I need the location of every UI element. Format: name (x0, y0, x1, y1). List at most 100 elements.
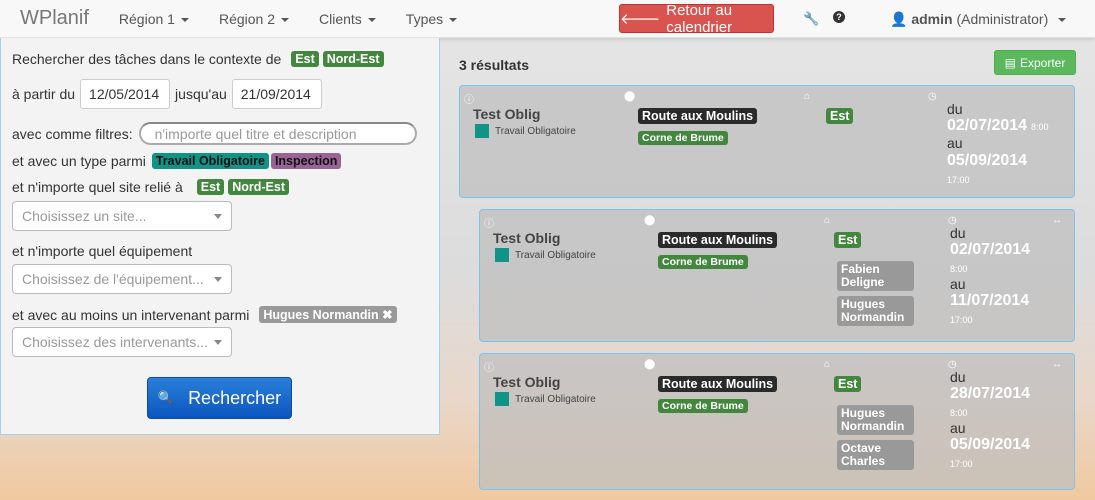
location-tag: Route aux Moulins (658, 232, 778, 248)
task-title[interactable]: Test Oblig (493, 374, 561, 390)
menu-types[interactable]: Types (405, 10, 458, 27)
resize-icon[interactable]: ↔ (1052, 359, 1062, 370)
type-label: et avec un type parmi (12, 153, 146, 169)
site-placeholder: Choisissez un site... (22, 208, 147, 224)
end-time: 17:00 (947, 174, 970, 185)
from-word: du (947, 101, 963, 117)
resize-icon[interactable]: ↔ (1052, 215, 1062, 226)
site-select[interactable]: Choisissez un site... (12, 201, 232, 231)
home-icon: ⌂ (824, 359, 831, 370)
worker-select[interactable]: Choisissez des intervenants... (12, 327, 232, 357)
menu-label: Types (405, 10, 444, 27)
remove-icon[interactable]: ✖ (382, 308, 393, 322)
worker-tag: Fabien Deligne (837, 261, 914, 291)
arrow-left-icon: 🡐 (620, 11, 661, 28)
search-panel: Rechercher des tâches dans le contexte d… (0, 38, 440, 435)
from-word: du (950, 225, 966, 241)
region-tag: Est (826, 108, 854, 124)
context-tag: Nord-Est (322, 51, 384, 67)
menu-region-2[interactable]: Région 2 (219, 11, 289, 27)
menu-clients[interactable]: Clients (319, 11, 376, 27)
end-time: 17:00 (950, 315, 973, 326)
start-time: 8:00 (1030, 122, 1049, 133)
location-tag: Route aux Moulins (638, 108, 758, 124)
site-tag: Nord-Est (228, 179, 289, 195)
to-date-input[interactable]: 21/09/2014 (231, 79, 322, 109)
user-icon: 👤 (890, 11, 908, 27)
context-tag: Est (291, 51, 319, 67)
site-tag: Corne de Brume (658, 255, 748, 269)
site-label: et n'importe quel site relié à (12, 179, 183, 195)
to-word: au (950, 275, 966, 292)
help-icon[interactable]: ? (833, 11, 845, 23)
start-time: 8:00 (950, 264, 968, 275)
task-title[interactable]: Test Oblig (493, 230, 561, 246)
brand[interactable]: WPlanif (20, 7, 89, 29)
start-date: 28/07/2014 (950, 385, 1031, 403)
from-word: du (950, 369, 966, 385)
back-to-calendar-button[interactable]: 🡐 Retour au calendrier (619, 2, 774, 36)
search-button[interactable]: 🔍 Rechercher (147, 377, 292, 419)
map-marker-icon: ⬤ (644, 215, 656, 226)
site-tag: Corne de Brume (638, 131, 728, 145)
site-tag: Corne de Brume (658, 399, 748, 413)
export-button[interactable]: ▤ Exporter (994, 50, 1076, 75)
filter-label: avec comme filtres: (12, 125, 133, 142)
date-range: du 28/07/2014 8:00 au 05/09/2014 17:00 (950, 369, 1030, 470)
end-date: 05/09/2014 (947, 151, 1028, 169)
menu-region-1[interactable]: Région 1 (119, 11, 189, 27)
type-color-swatch (495, 392, 509, 406)
start-date: 02/07/2014 (947, 117, 1028, 135)
location-tag: Route aux Moulins (658, 376, 778, 392)
map-marker-icon: ⬤ (644, 359, 656, 370)
worker-label: et avec au moins un intervenant parmi (12, 306, 250, 323)
button-label: Rechercher (188, 387, 282, 408)
user-role: (Administrator) (956, 11, 1049, 27)
table-icon: ▤ (1004, 55, 1016, 70)
caret-down-icon (367, 17, 376, 22)
from-date-input[interactable]: 12/05/2014 (80, 79, 171, 109)
task-type: Travail Obligatoire (475, 124, 576, 138)
end-date: 05/09/2014 (950, 435, 1031, 453)
result-card[interactable]: ⓘ ⬤ ⌂ ◷ ↔ Test Oblig Travail Obligatoire… (479, 209, 1075, 342)
clock-icon: ◷ (928, 91, 937, 102)
map-marker-icon: ⬤ (624, 91, 636, 102)
home-icon: ⌂ (804, 91, 811, 102)
worker-tag: Octave Charles (837, 440, 914, 470)
wrench-icon[interactable]: 🔧 (803, 11, 820, 26)
context-label: Rechercher des tâches dans le contexte d… (12, 51, 282, 67)
filter-input[interactable]: n'importe quel titre et description (138, 122, 417, 145)
worker-tag: Hugues Normandin (837, 405, 914, 435)
task-type: Travail Obligatoire (495, 392, 596, 406)
type-label: Travail Obligatoire (495, 125, 576, 137)
clock-icon: ◷ (948, 359, 957, 370)
equipment-select[interactable]: Choisissez de l'équipement... (12, 264, 232, 294)
worker-name: Hugues Normandin (263, 308, 379, 322)
date-range: du 02/07/2014 8:00 au 11/07/2014 17:00 (950, 225, 1030, 326)
end-time: 17:00 (950, 459, 973, 470)
region-tag: Est (834, 376, 862, 392)
caret-down-icon (214, 213, 222, 219)
start-time: 8:00 (950, 408, 968, 419)
task-title[interactable]: Test Oblig (473, 106, 541, 122)
to-label: jusqu'au (175, 86, 227, 102)
clock-icon: ◷ (948, 215, 957, 226)
equipment-label: et n'importe quel équipement (12, 243, 193, 259)
type-label: Travail Obligatoire (515, 249, 596, 261)
result-count: 3 résultats (459, 57, 530, 73)
search-icon: 🔍 (157, 390, 175, 405)
type-tag: Inspection (270, 153, 342, 169)
user-menu[interactable]: 👤 admin (Administrator) (890, 11, 1067, 28)
menu-label: Région 1 (118, 10, 175, 27)
result-card[interactable]: ⓘ ⬤ ⌂ ◷ Test Oblig Travail Obligatoire R… (459, 85, 1075, 198)
caret-down-icon (214, 339, 222, 345)
info-icon: ⓘ (484, 219, 494, 230)
region-tag: Est (834, 232, 862, 248)
caret-down-icon (1058, 18, 1067, 23)
equipment-placeholder: Choisissez de l'équipement... (22, 271, 204, 287)
worker-placeholder: Choisissez des intervenants... (22, 334, 208, 350)
worker-tag: Hugues Normandin ✖ (259, 306, 397, 323)
caret-down-icon (449, 17, 458, 22)
from-label: à partir du (12, 86, 76, 102)
result-card[interactable]: ⓘ ⬤ ⌂ ◷ ↔ Test Oblig Travail Obligatoire… (479, 353, 1075, 490)
